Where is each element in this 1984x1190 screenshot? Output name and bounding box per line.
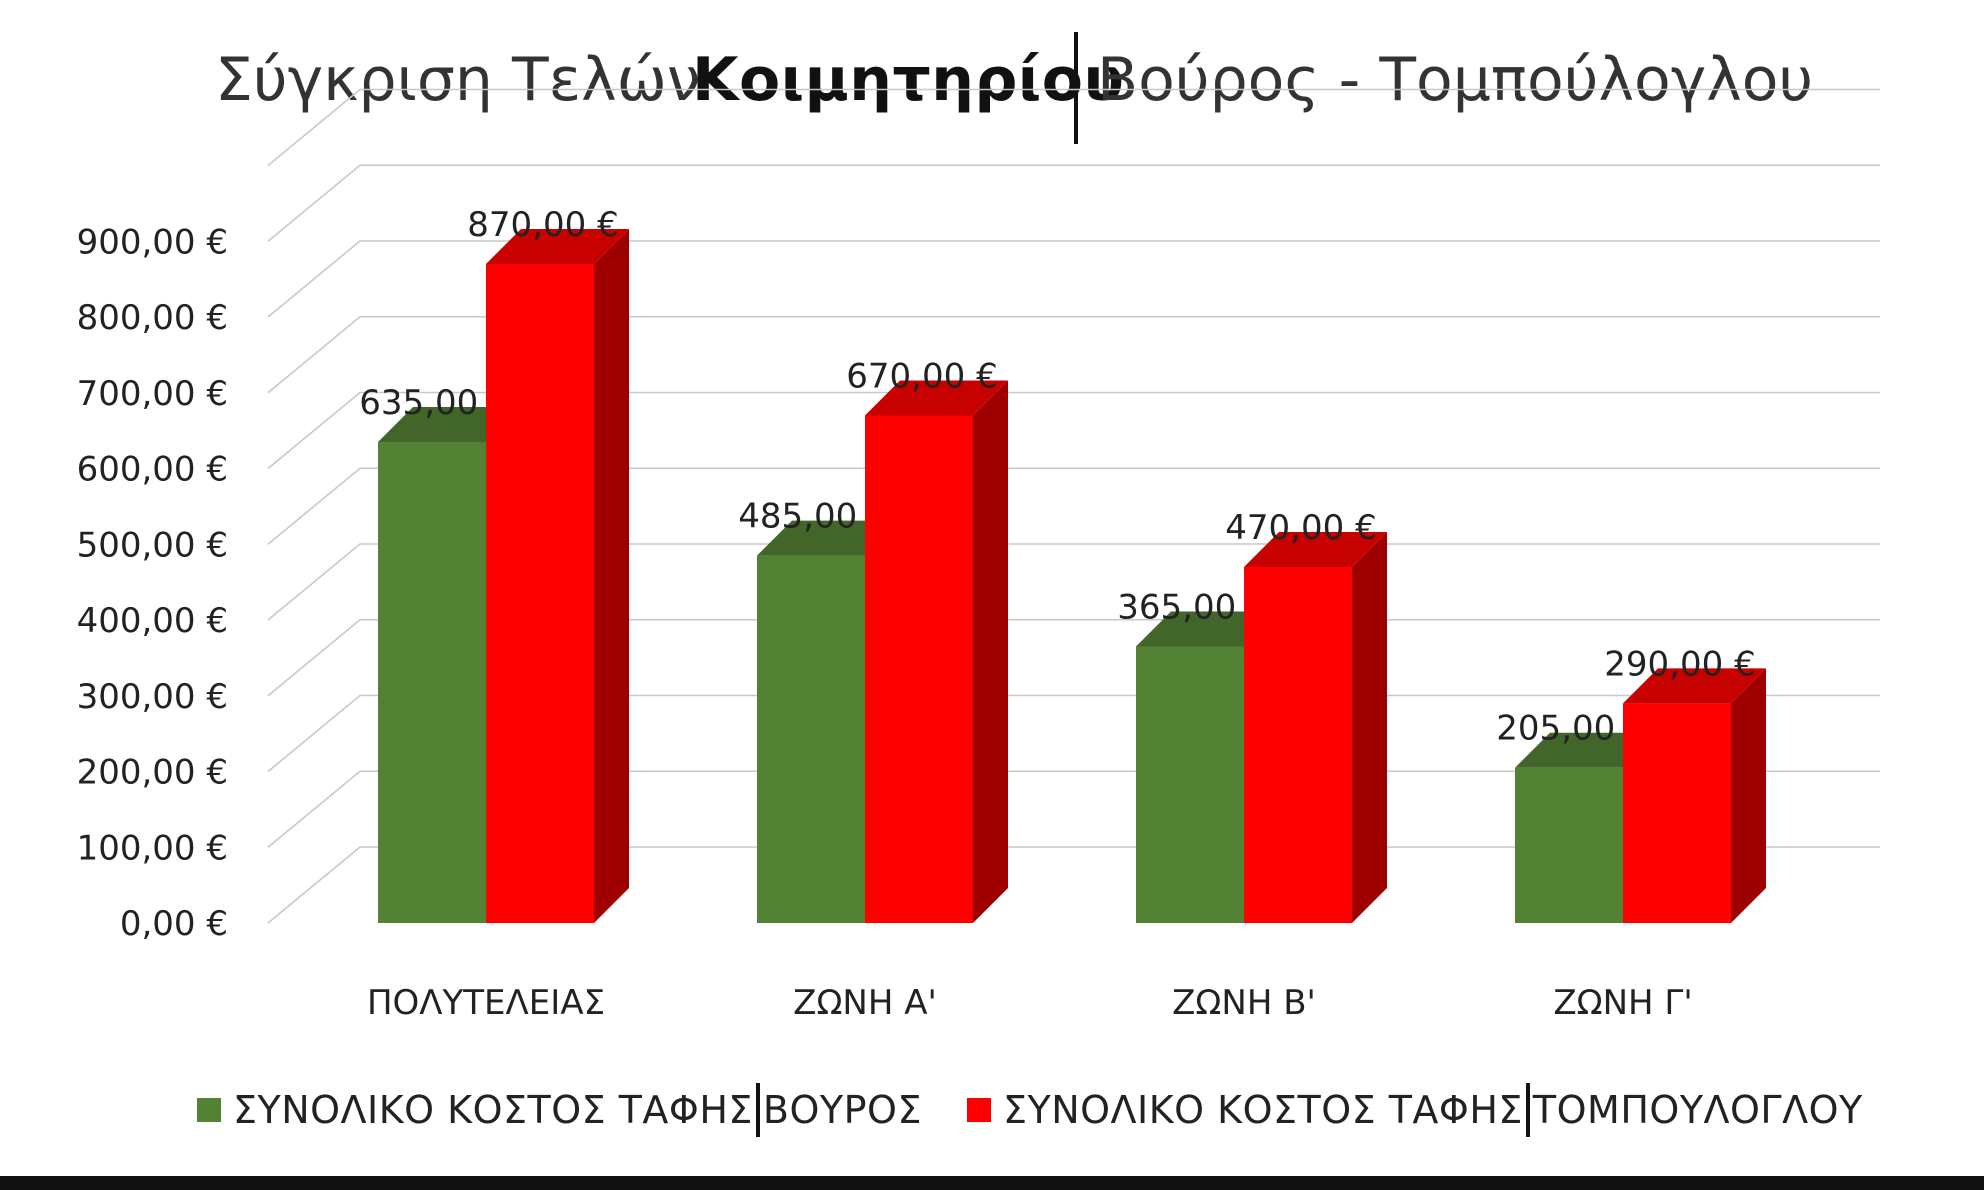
y-tick-label-0: 0,00 €: [120, 904, 228, 944]
legend-text-vouros-suffix: ΒΟΥΡΟΣ: [762, 1088, 922, 1132]
bar-top-0-3: [1515, 732, 1658, 768]
y-tick-label-8: 800,00 €: [77, 298, 228, 338]
y-tick-label-9: 900,00 €: [77, 222, 228, 262]
data-label-0-2: 365,00 €: [1117, 588, 1268, 628]
category-label-0: ΠΟΛΥΤΕΛΕΙΑΣ: [367, 983, 605, 1023]
y-tick-label-7: 700,00 €: [77, 374, 228, 414]
bar-side-1-2: [1352, 531, 1387, 923]
legend-swatch-vouros: [197, 1098, 221, 1122]
gridline-6: [267, 391, 1880, 470]
data-label-1-2: 470,00 €: [1225, 508, 1376, 548]
bar-0-3: [1515, 767, 1623, 923]
legend-text-tompouloglou-suffix: ΤΟΜΠΟΥΛΟΓΛΟΥ: [1532, 1088, 1863, 1132]
bar-1-0: [486, 263, 594, 924]
legend-separator: [1525, 1083, 1530, 1137]
title-part-3: Βούρος - Τομπούλογλου: [1097, 45, 1814, 115]
bar-1-2: [1244, 566, 1352, 923]
gridline-9: [267, 164, 1880, 242]
category-label-2: ΖΩΝΗ Β': [1172, 983, 1316, 1023]
data-label-1-1: 670,00 €: [846, 356, 997, 396]
gridline-top: [267, 88, 1880, 167]
gridline-8: [267, 240, 1880, 318]
y-tick-label-6: 600,00 €: [77, 450, 228, 490]
data-label-0-0: 635,00 €: [359, 383, 510, 423]
bar-0-1: [757, 555, 865, 923]
legend-text-tompouloglou-prefix: ΣΥΝΟΛΙΚΟ ΚΟΣΤΟΣ ΤΑΦΗΣ: [1003, 1088, 1523, 1132]
bar-1-1: [865, 415, 973, 923]
bar-top-1-1: [865, 380, 1008, 416]
legend-separator: [755, 1083, 760, 1137]
legend-swatch-tompouloglou: [967, 1098, 991, 1122]
bar-1-3: [1623, 703, 1731, 923]
y-tick-label-1: 100,00 €: [77, 828, 228, 868]
gridline-5: [267, 467, 1880, 545]
bar-top-0-1: [757, 520, 900, 556]
y-tick-label-5: 500,00 €: [77, 525, 228, 565]
chart-title: Σύγκριση Τελών Κοιμητηρίου Βούρος - Τομπ…: [0, 32, 1984, 150]
legend-item-vouros: ΣΥΝΟΛΙΚΟ ΚΟΣΤΟΣ ΤΑΦΗΣ ΒΟΥΡΟΣ: [197, 1080, 922, 1140]
bar-side-1-1: [973, 380, 1008, 924]
bar-top-1-0: [486, 228, 629, 264]
title-part-1: Σύγκριση Τελών: [215, 45, 701, 115]
title-part-2: Κοιμητηρίου: [692, 45, 1125, 115]
bar-side-1-3: [1731, 668, 1766, 923]
legend-item-tompouloglou: ΣΥΝΟΛΙΚΟ ΚΟΣΤΟΣ ΤΑΦΗΣ ΤΟΜΠΟΥΛΟΓΛΟΥ: [967, 1080, 1863, 1140]
legend-text-vouros-prefix: ΣΥΝΟΛΙΚΟ ΚΟΣΤΟΣ ΤΑΦΗΣ: [233, 1088, 753, 1132]
bar-top-1-2: [1244, 531, 1387, 567]
category-label-3: ΖΩΝΗ Γ': [1553, 983, 1692, 1023]
gridline-7: [267, 315, 1880, 394]
data-label-0-3: 205,00 €: [1496, 709, 1647, 749]
title-separator: [1074, 32, 1078, 144]
bar-top-1-3: [1623, 668, 1766, 704]
data-label-1-3: 290,00 €: [1604, 644, 1755, 684]
y-tick-label-3: 300,00 €: [77, 677, 228, 717]
bar-0-2: [1136, 646, 1244, 923]
data-label-0-1: 485,00 €: [738, 497, 889, 537]
y-tick-label-2: 200,00 €: [77, 753, 228, 793]
bar-top-0-2: [1136, 611, 1279, 647]
data-label-1-0: 870,00 €: [467, 205, 618, 245]
category-label-1: ΖΩΝΗ Α': [793, 983, 937, 1023]
bar-top-0-0: [378, 406, 521, 442]
bottom-border: [0, 1176, 1984, 1190]
y-tick-label-4: 400,00 €: [77, 601, 228, 641]
bar-side-1-0: [594, 228, 629, 924]
bar-0-0: [378, 441, 486, 923]
legend: ΣΥΝΟΛΙΚΟ ΚΟΣΤΟΣ ΤΑΦΗΣ ΒΟΥΡΟΣ ΣΥΝΟΛΙΚΟ ΚΟ…: [0, 1080, 1984, 1140]
